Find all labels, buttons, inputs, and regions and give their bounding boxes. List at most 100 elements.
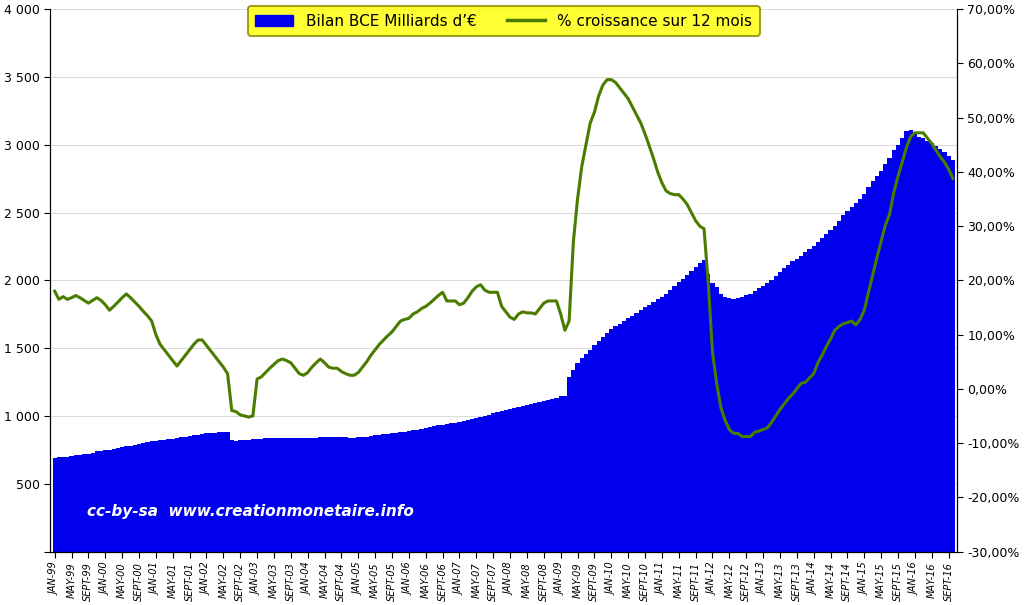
Bar xyxy=(884,164,888,552)
Bar xyxy=(411,430,415,552)
Bar xyxy=(723,296,727,552)
Bar xyxy=(482,416,486,552)
Bar xyxy=(946,155,950,552)
Bar xyxy=(580,358,584,552)
Bar xyxy=(597,341,601,552)
Bar xyxy=(769,280,773,552)
Bar xyxy=(323,437,327,552)
Bar xyxy=(486,414,492,552)
Bar xyxy=(664,294,669,552)
Bar xyxy=(500,411,504,552)
Bar xyxy=(613,327,617,552)
Bar xyxy=(95,451,99,552)
Bar xyxy=(61,457,66,552)
Bar xyxy=(749,294,753,552)
Bar xyxy=(356,437,360,552)
Bar xyxy=(373,436,377,552)
Bar xyxy=(567,377,571,552)
Legend: Bilan BCE Milliards d’€, % croissance sur 12 mois: Bilan BCE Milliards d’€, % croissance su… xyxy=(248,6,760,36)
Bar xyxy=(731,299,735,552)
Bar xyxy=(444,424,449,552)
Bar xyxy=(150,442,154,552)
Bar xyxy=(470,419,474,552)
Bar xyxy=(196,434,200,552)
Bar xyxy=(778,272,782,552)
Bar xyxy=(175,438,179,552)
Bar xyxy=(276,437,281,552)
Bar xyxy=(542,401,546,552)
Bar xyxy=(66,457,70,552)
Bar xyxy=(812,246,816,552)
Bar xyxy=(74,456,78,552)
Bar xyxy=(86,454,90,552)
Bar xyxy=(365,437,369,552)
Bar xyxy=(850,207,854,552)
Bar xyxy=(167,439,171,552)
Bar xyxy=(874,176,879,552)
Bar xyxy=(655,299,659,552)
Bar xyxy=(305,438,310,552)
Bar xyxy=(558,396,563,552)
Bar xyxy=(727,298,731,552)
Bar xyxy=(888,159,892,552)
Bar xyxy=(124,446,128,552)
Bar xyxy=(297,438,301,552)
Bar xyxy=(281,437,285,552)
Bar xyxy=(677,282,681,552)
Bar xyxy=(440,425,444,552)
Bar xyxy=(209,433,213,552)
Bar xyxy=(896,145,900,552)
Bar xyxy=(462,421,466,552)
Bar xyxy=(669,290,673,552)
Bar xyxy=(816,243,820,552)
Bar xyxy=(659,296,664,552)
Bar xyxy=(402,431,407,552)
Bar xyxy=(930,143,934,552)
Bar xyxy=(158,440,162,552)
Bar xyxy=(390,433,394,552)
Bar xyxy=(251,439,255,552)
Bar xyxy=(799,256,803,552)
Bar xyxy=(339,437,343,552)
Bar xyxy=(689,271,693,552)
Bar xyxy=(546,400,550,552)
Bar xyxy=(820,238,824,552)
Bar xyxy=(436,425,440,552)
Bar xyxy=(187,436,191,552)
Bar xyxy=(622,321,626,552)
Bar xyxy=(200,434,205,552)
Bar xyxy=(474,418,478,552)
Bar xyxy=(343,437,348,552)
Bar xyxy=(635,313,639,552)
Bar xyxy=(352,437,356,552)
Bar xyxy=(183,437,187,552)
Bar xyxy=(407,431,411,552)
Bar xyxy=(837,221,841,552)
Bar xyxy=(870,182,874,552)
Bar xyxy=(892,150,896,552)
Bar xyxy=(841,215,845,552)
Bar xyxy=(162,440,167,552)
Bar xyxy=(128,446,133,552)
Bar xyxy=(259,439,263,552)
Bar xyxy=(398,432,402,552)
Bar xyxy=(289,438,293,552)
Bar xyxy=(293,438,297,552)
Bar xyxy=(534,403,538,552)
Bar xyxy=(520,406,525,552)
Bar xyxy=(247,440,251,552)
Bar xyxy=(377,435,382,552)
Bar xyxy=(141,443,145,552)
Bar xyxy=(740,296,744,552)
Bar xyxy=(592,345,597,552)
Bar xyxy=(348,437,352,552)
Bar xyxy=(335,437,339,552)
Bar xyxy=(833,226,837,552)
Bar xyxy=(415,430,420,552)
Bar xyxy=(617,324,622,552)
Bar xyxy=(757,289,761,552)
Bar xyxy=(647,305,651,552)
Bar xyxy=(744,295,749,552)
Bar xyxy=(285,437,289,552)
Bar xyxy=(735,298,740,552)
